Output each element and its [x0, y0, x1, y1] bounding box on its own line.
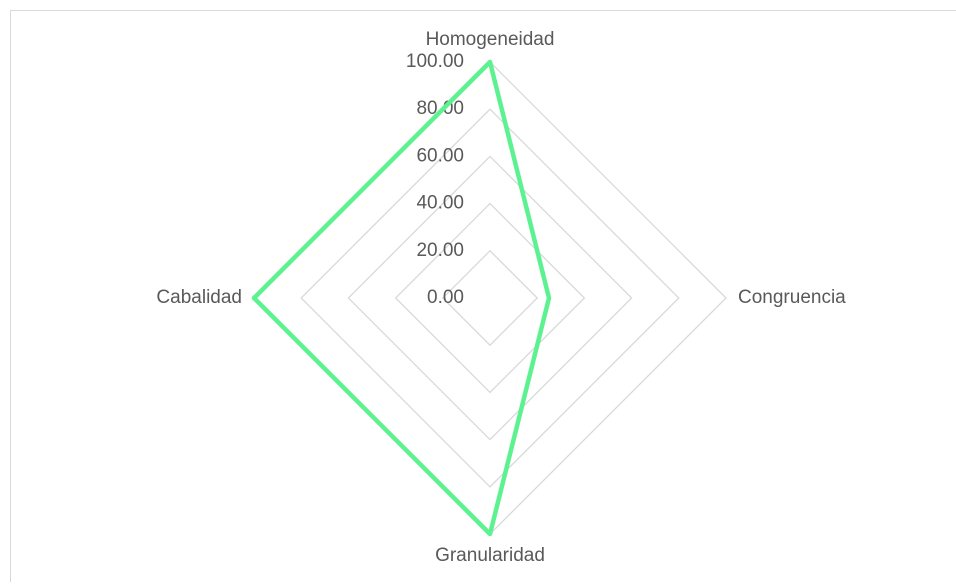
- radial-tick-label: 20.00: [416, 240, 464, 261]
- grid-ring: [301, 109, 679, 487]
- series-line: [254, 62, 549, 534]
- radial-tick-label: 100.00: [406, 51, 464, 72]
- radial-tick-label: 40.00: [416, 193, 464, 214]
- radial-tick-label: 0.00: [427, 287, 464, 308]
- category-label: Cabalidad: [156, 287, 242, 308]
- radial-tick-label: 60.00: [416, 145, 464, 166]
- category-label: Homogeneidad: [426, 29, 555, 50]
- category-label: Congruencia: [738, 287, 846, 308]
- grid-ring: [254, 62, 726, 534]
- category-label: Granularidad: [435, 545, 545, 566]
- grid-ring: [348, 156, 631, 439]
- grid-ring: [396, 204, 585, 393]
